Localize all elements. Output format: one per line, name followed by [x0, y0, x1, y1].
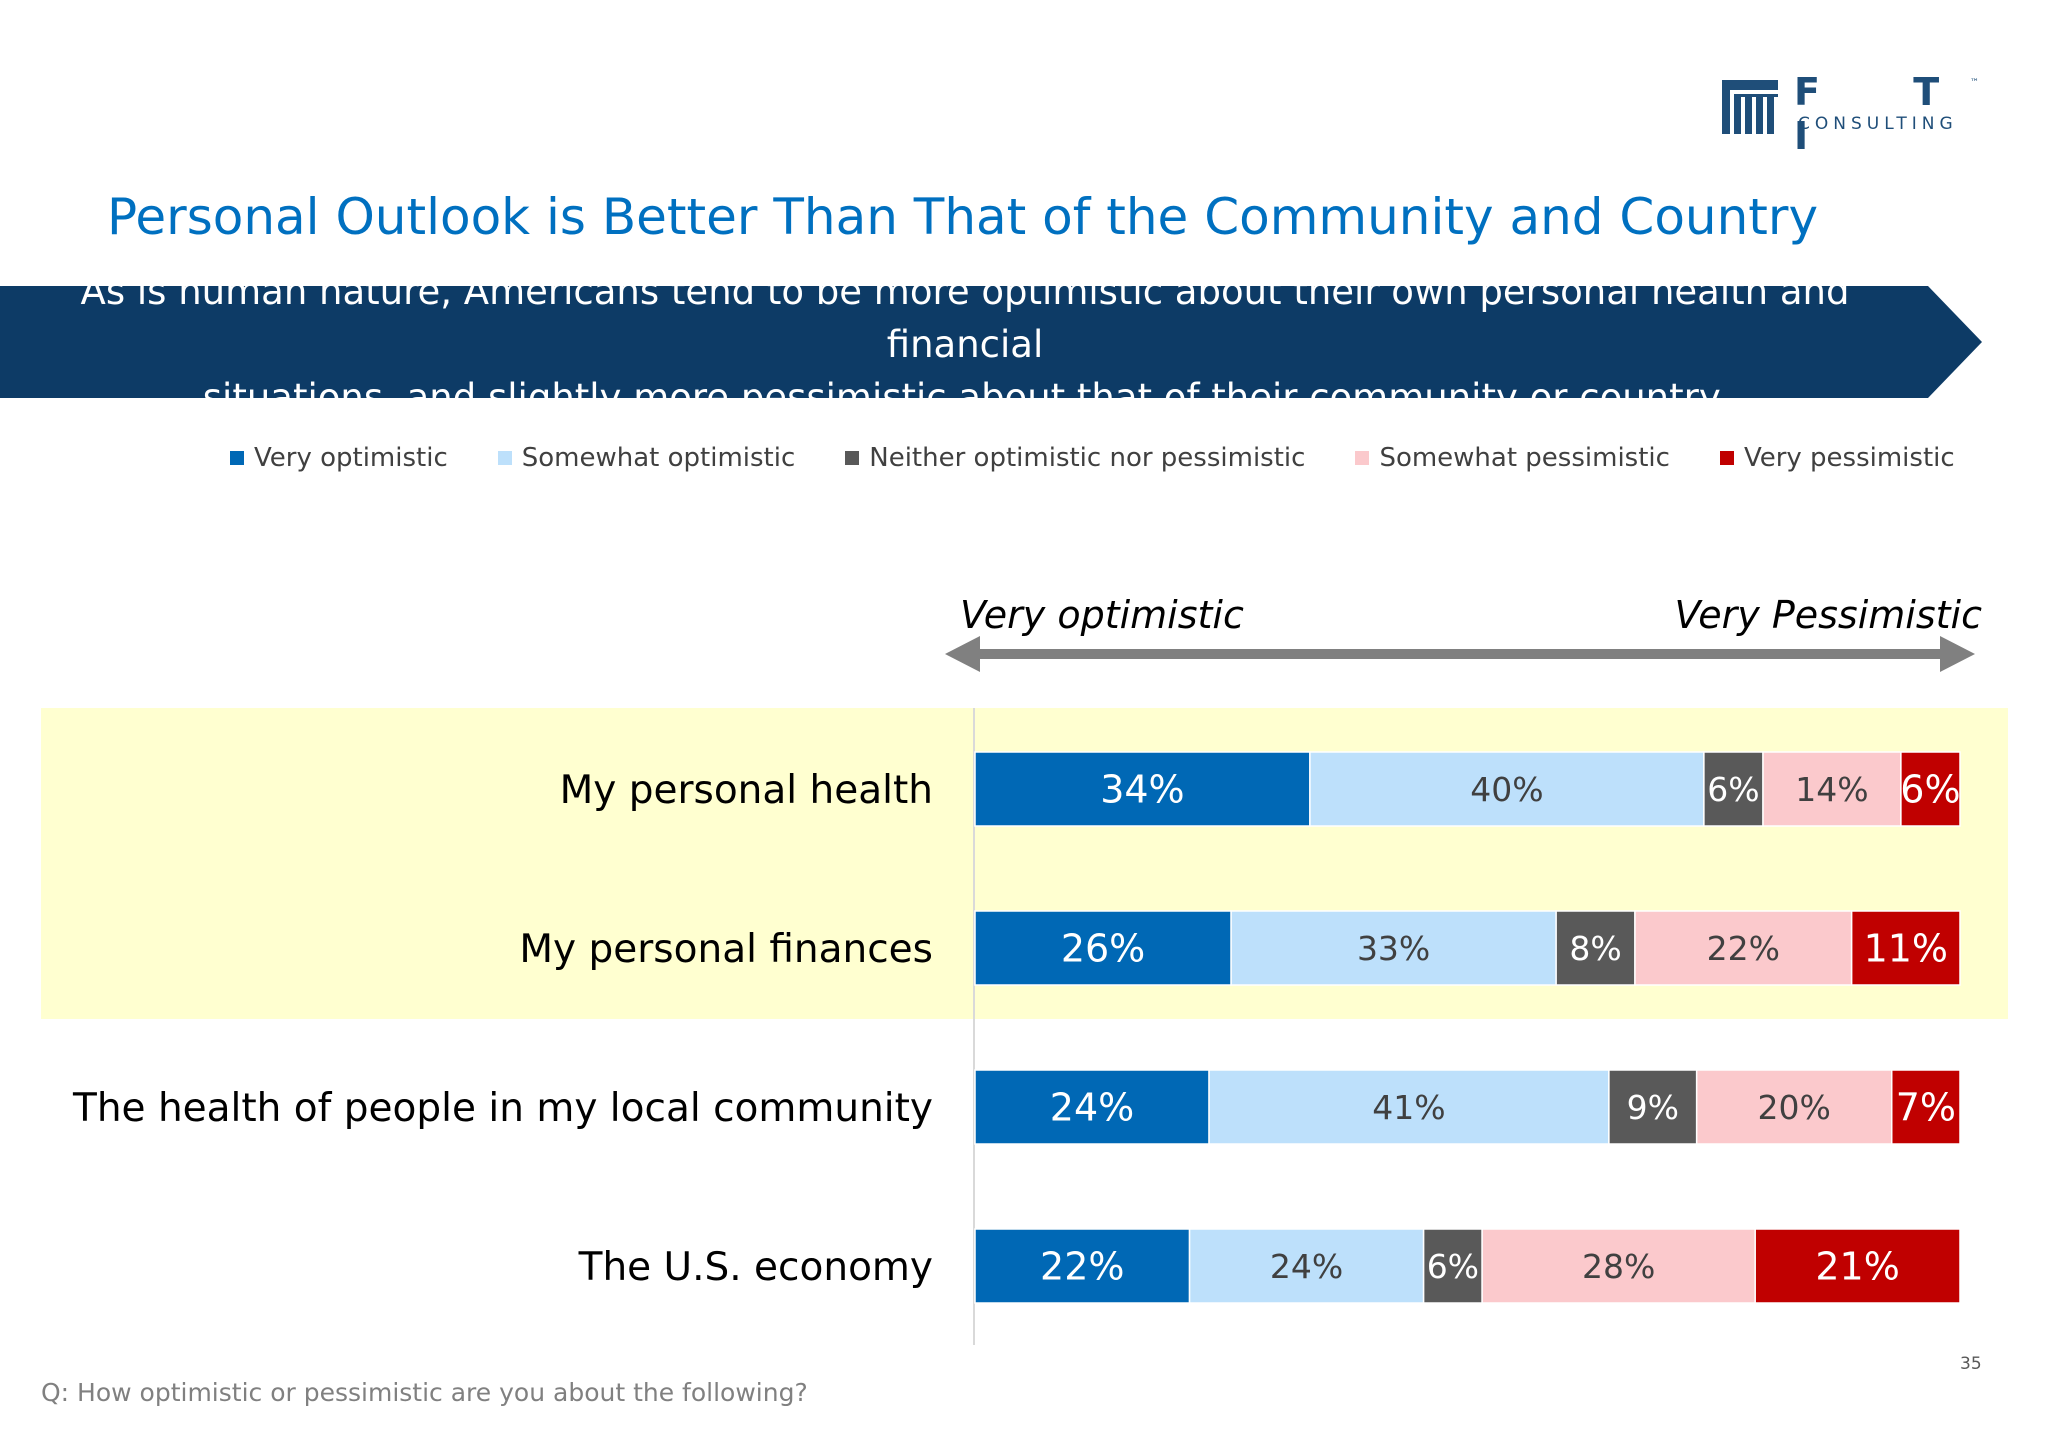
- legend-item-4: Somewhat pessimistic: [1355, 443, 1670, 473]
- logo-subtext: CONSULTING: [1798, 114, 1958, 134]
- bar-segment: [1695, 1069, 1893, 1145]
- legend-swatch: [1719, 451, 1734, 465]
- bar-segment: [1703, 751, 1764, 827]
- legend-swatch: [1355, 451, 1370, 465]
- data-label: 40%: [1470, 770, 1543, 809]
- category-label: My personal health: [560, 768, 933, 813]
- data-label: 6%: [1427, 1247, 1479, 1286]
- scale-arrow-right-head: [1940, 636, 1975, 672]
- data-label: 33%: [1357, 929, 1430, 968]
- scale-arrow-left-head: [945, 636, 980, 672]
- bar-segment: [1762, 751, 1902, 827]
- bar-segment: [1555, 910, 1636, 986]
- data-label: 14%: [1795, 770, 1868, 809]
- scale-left-label: Very optimistic: [960, 593, 1244, 637]
- page-number: 35: [1960, 1354, 1982, 1374]
- legend-swatch: [230, 451, 244, 465]
- bar-segment: [1634, 910, 1853, 986]
- key-message-text: As is human nature, Americans tend to be…: [0, 270, 1930, 419]
- category-label: The U.S. economy: [578, 1245, 933, 1290]
- data-label: 7%: [1896, 1086, 1956, 1130]
- logo-letters: F T I: [1794, 70, 1980, 158]
- bar-segment: [1608, 1069, 1698, 1145]
- bar-segment: [1230, 910, 1557, 986]
- legend-swatch: [845, 451, 860, 465]
- data-label: 28%: [1582, 1247, 1655, 1286]
- chart-legend: Very optimistic Somewhat optimistic Neithe…: [230, 440, 1955, 476]
- legend-item-5: Very pessimistic: [1719, 443, 1955, 473]
- bar-segment: [1208, 1069, 1610, 1145]
- key-message-line-1: As is human nature, Americans tend to be…: [80, 269, 1850, 366]
- bar-segment: [1188, 1228, 1425, 1304]
- bar-segment: [974, 1228, 1191, 1304]
- legend-item-1: Very optimistic: [230, 443, 448, 473]
- legend-item-2: Somewhat optimistic: [497, 443, 796, 473]
- legend-label: Very pessimistic: [1743, 443, 1955, 473]
- data-label: 22%: [1040, 1245, 1124, 1289]
- data-label: 24%: [1050, 1086, 1134, 1130]
- bar-segment: [1754, 1228, 1961, 1304]
- legend-swatch: [497, 451, 512, 465]
- legend-item-3: Neither optimistic nor pessimistic: [845, 443, 1305, 473]
- data-label: 21%: [1815, 1245, 1899, 1289]
- category-label: My personal finances: [519, 927, 933, 972]
- logo-trademark: ™: [1970, 78, 1979, 88]
- bar-segment: [974, 910, 1232, 986]
- bar-segment: [1890, 1069, 1961, 1145]
- data-label: 20%: [1758, 1088, 1831, 1127]
- key-message-line-2: situations, and slightly more pessimisti…: [202, 375, 1728, 419]
- legend-label: Somewhat optimistic: [521, 443, 796, 473]
- legend-label: Somewhat pessimistic: [1379, 443, 1670, 473]
- data-label: 24%: [1270, 1247, 1343, 1286]
- legend-label: Neither optimistic nor pessimistic: [869, 443, 1306, 473]
- data-label: 8%: [1569, 929, 1621, 968]
- fti-logo-icon: [1722, 80, 1778, 134]
- fti-logo: F T I CONSULTING ™: [1722, 70, 1992, 158]
- survey-question-footnote: Q: How optimistic or pessimistic are you…: [41, 1378, 808, 1407]
- legend-label: Very optimistic: [254, 443, 448, 473]
- scale-right-label: Very Pessimistic: [1674, 593, 1982, 637]
- bar-segment: [1850, 910, 1961, 986]
- data-label: 6%: [1900, 768, 1960, 812]
- bar-segment: [974, 751, 1311, 827]
- key-message-banner: [0, 286, 1982, 398]
- bar-segment: [1422, 1228, 1483, 1304]
- bar-segment: [974, 1069, 1210, 1145]
- data-label: 9%: [1627, 1088, 1679, 1127]
- category-label: The health of people in my local communi…: [72, 1086, 933, 1131]
- data-label: 22%: [1707, 929, 1780, 968]
- data-label: 6%: [1707, 770, 1759, 809]
- data-label: 11%: [1864, 927, 1948, 971]
- data-label: 34%: [1100, 768, 1184, 812]
- data-label: 41%: [1372, 1088, 1445, 1127]
- data-label: 26%: [1061, 927, 1145, 971]
- bar-segment: [1900, 751, 1961, 827]
- slide-title: Personal Outlook is Better Than That of …: [107, 188, 1819, 246]
